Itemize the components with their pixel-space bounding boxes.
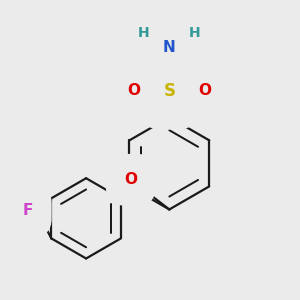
Text: O: O bbox=[127, 83, 140, 98]
Text: O: O bbox=[124, 172, 137, 187]
Text: N: N bbox=[163, 40, 176, 55]
Text: S: S bbox=[163, 82, 175, 100]
Text: H: H bbox=[189, 26, 200, 40]
Text: H: H bbox=[138, 26, 150, 40]
Text: F: F bbox=[23, 203, 33, 218]
Text: O: O bbox=[199, 83, 212, 98]
